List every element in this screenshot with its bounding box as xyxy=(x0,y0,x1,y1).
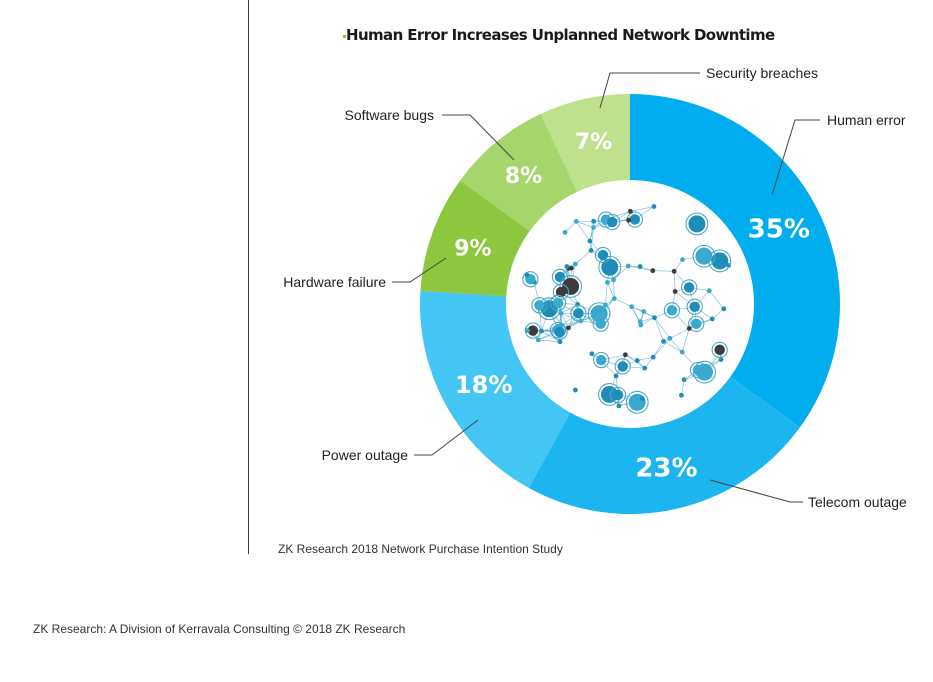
slice-labels: 35% Human error 23% Telecom outage 18% Power … xyxy=(283,65,907,510)
donut-slices xyxy=(420,94,841,514)
slice-value-telecom-outage: 23% xyxy=(635,453,697,483)
network-graphic-icon xyxy=(522,204,732,414)
chart-title: Human Error Increases Unplanned Network … xyxy=(346,26,775,44)
category-label-power-outage: Power outage xyxy=(322,447,409,463)
leader-line-power-outage xyxy=(414,419,479,456)
leader-line-security-breaches xyxy=(599,72,700,109)
category-label-security-breaches: Security breaches xyxy=(706,65,818,81)
category-label-human-error: Human error xyxy=(827,112,906,128)
slice-value-power-outage: 18% xyxy=(455,371,512,399)
leader-line-hardware-failure xyxy=(392,257,447,283)
leader-line-human-error xyxy=(771,119,820,196)
slice-hardware-failure xyxy=(420,180,530,297)
slice-power-outage xyxy=(420,290,571,489)
source-note: ZK Research 2018 Network Purchase Intent… xyxy=(278,542,563,556)
slice-value-security-breaches: 7% xyxy=(575,130,612,155)
slice-value-software-bugs: 8% xyxy=(505,164,542,189)
slice-value-human-error: 35% xyxy=(748,215,810,245)
slice-value-hardware-failure: 9% xyxy=(454,236,491,261)
donut-chart: 35% Human error 23% Telecom outage 18% Power … xyxy=(283,65,907,514)
leader-line-software-bugs xyxy=(442,114,515,161)
leader-lines xyxy=(392,72,820,503)
slice-human-error xyxy=(630,94,841,428)
slice-telecom-outage xyxy=(528,376,800,514)
slice-software-bugs xyxy=(460,113,578,232)
title-accent-dot xyxy=(343,35,346,38)
category-label-hardware-failure: Hardware failure xyxy=(283,274,386,290)
slice-security-breaches xyxy=(540,94,630,192)
category-label-software-bugs: Software bugs xyxy=(345,107,435,123)
vertical-divider xyxy=(248,0,249,554)
leader-line-telecom-outage xyxy=(709,479,803,503)
category-label-telecom-outage: Telecom outage xyxy=(808,494,907,510)
footer-copyright: ZK Research: A Division of Kerravala Con… xyxy=(33,622,406,636)
